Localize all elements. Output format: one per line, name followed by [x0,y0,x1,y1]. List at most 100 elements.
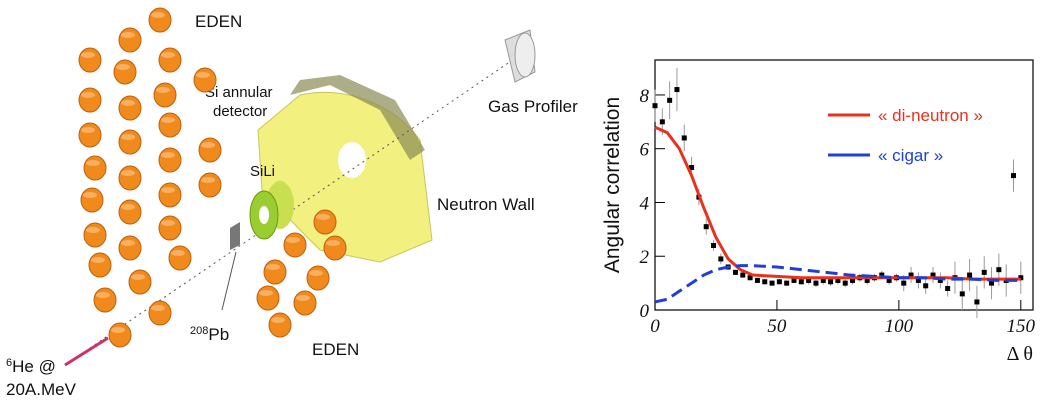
data-point [864,277,870,283]
eden-module [93,287,117,313]
label: 20A.MeV [6,380,77,399]
data-point [732,269,738,275]
data-point [711,242,717,248]
eden-shine [91,257,105,263]
label: Gas Profiler [488,97,578,116]
data-point [850,277,856,283]
series-line [654,264,1021,304]
data-point [740,272,746,278]
data-point [937,277,943,283]
x-tick-label: 100 [885,316,914,337]
data-point [886,277,892,283]
eden-module [158,215,182,241]
eden-shine [266,264,280,270]
data-point [659,119,665,125]
pb-pointer [221,251,237,311]
neutron-wall [257,92,433,263]
eden-shine [161,152,175,158]
sup: 6 [6,357,12,369]
eden-shine [309,270,323,276]
eden-shine [81,52,95,58]
eden-module [158,47,182,73]
data-point [959,291,965,297]
data-point [689,165,695,171]
eden-module [158,147,182,173]
data-point [930,272,936,278]
gas-profiler-face [514,32,536,78]
eden-shine [86,227,100,233]
eden-module [293,290,317,316]
eden-module [198,137,222,163]
eden-module [306,265,330,291]
eden-shine [316,214,330,220]
data-point [828,279,834,285]
eden-module [118,165,142,191]
label: 6He @ [6,357,56,376]
eden-shine [121,100,135,106]
eden-module [113,59,137,85]
detector-diagram: EDEN Si annular detector SiLi Gas Profil… [6,7,578,399]
data-point [1010,173,1016,179]
label: Neutron Wall [437,195,535,214]
sup: 208 [190,325,208,337]
eden-shine [121,134,135,140]
eden-shine [161,220,175,226]
eden-module [80,187,104,213]
eden-module [118,27,142,53]
eden-module [83,155,107,181]
data-point [967,272,973,278]
y-tick-label: 8 [640,86,650,107]
data-point [842,280,848,286]
eden-module [153,82,177,108]
x-tick-label: 150 [1007,316,1036,337]
x-axis-label: Δ θ [1007,343,1033,365]
eden-module [78,47,102,73]
data-point [754,277,760,283]
beam [64,336,109,367]
data-point [681,135,687,141]
eden-shine [201,177,215,183]
eden-shine [116,64,130,70]
eden-shine [161,52,175,58]
eden-shine [121,32,135,38]
eden-module [83,222,107,248]
eden-shine [156,87,170,93]
eden-module [78,122,102,148]
legend-label: « cigar » [878,146,943,165]
wall-shade [290,75,425,160]
eden-module [158,182,182,208]
eden-module [168,245,192,271]
sili-hole [259,206,269,224]
data-point [667,97,673,103]
data-point [791,277,797,283]
data-point [798,279,804,285]
data-point [901,280,907,286]
data-point [879,272,885,278]
data-point [835,277,841,283]
label: 208Pb [190,325,229,344]
data-point [784,280,790,286]
eden-module [78,87,102,113]
y-tick-label: 0 [640,301,650,322]
eden-module [193,67,217,93]
eden-shine [121,240,135,246]
data-point [747,275,753,281]
data-point [703,224,709,230]
y-tick-label: 4 [640,193,650,214]
eden-module [158,112,182,138]
data-point [652,103,658,109]
eden-module [323,235,347,261]
eden-shine [151,12,165,18]
eden-shine [161,187,175,193]
eden-module [118,129,142,155]
label: Si annular [205,84,273,101]
eden-shine [131,274,145,280]
eden-shine [326,240,340,246]
eden-shine [121,170,135,176]
x-tick-label: 50 [767,316,787,337]
eden-shine [161,117,175,123]
data-point [908,272,914,278]
eden-shine [296,295,310,301]
label: EDEN [195,12,242,31]
